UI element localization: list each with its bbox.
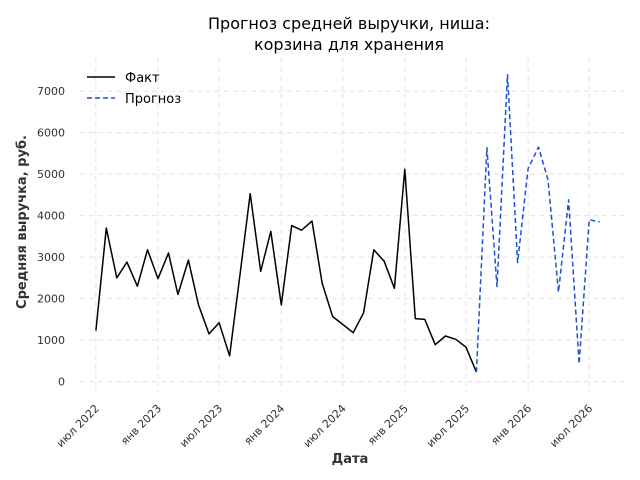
x-tick-label: июл 2022 [54, 402, 102, 450]
y-axis-ticks: 0 1000 2000 3000 4000 5000 6000 7000 [37, 85, 65, 388]
legend-label-fact: Факт [125, 71, 160, 86]
y-tick-label: 7000 [37, 85, 65, 98]
x-tick-label: июл 2023 [177, 402, 225, 450]
x-tick-label: июл 2025 [424, 402, 472, 450]
legend-label-forecast: Прогноз [125, 92, 181, 107]
y-tick-label: 2000 [37, 293, 65, 306]
x-tick-label: июл 2026 [547, 402, 595, 450]
y-tick-label: 0 [58, 376, 65, 389]
x-tick-label: янв 2024 [242, 402, 288, 448]
chart-title-line-1: Прогноз средней выручки, ниша: [208, 14, 490, 33]
x-tick-label: янв 2026 [488, 402, 534, 448]
chart-title-line-2: корзина для хранения [254, 35, 444, 54]
series-line-fact [95, 168, 478, 373]
series-lines [95, 73, 600, 373]
x-tick-label: янв 2025 [365, 402, 411, 448]
y-tick-label: 5000 [37, 168, 65, 181]
grid-lines [80, 58, 625, 392]
y-tick-label: 1000 [37, 334, 65, 347]
x-axis-label: Дата [332, 452, 369, 467]
x-tick-label: янв 2023 [118, 402, 164, 448]
y-tick-label: 4000 [37, 210, 65, 223]
x-tick-label: июл 2024 [301, 402, 349, 450]
legend: Факт Прогноз [87, 71, 181, 107]
y-tick-label: 3000 [37, 251, 65, 264]
series-line-forecast [475, 73, 600, 373]
x-axis-ticks: июл 2022 янв 2023 июл 2023 янв 2024 июл 2024… [54, 402, 595, 450]
y-tick-label: 6000 [37, 127, 65, 140]
y-axis-label: Средняя выручка, руб. [15, 135, 30, 309]
